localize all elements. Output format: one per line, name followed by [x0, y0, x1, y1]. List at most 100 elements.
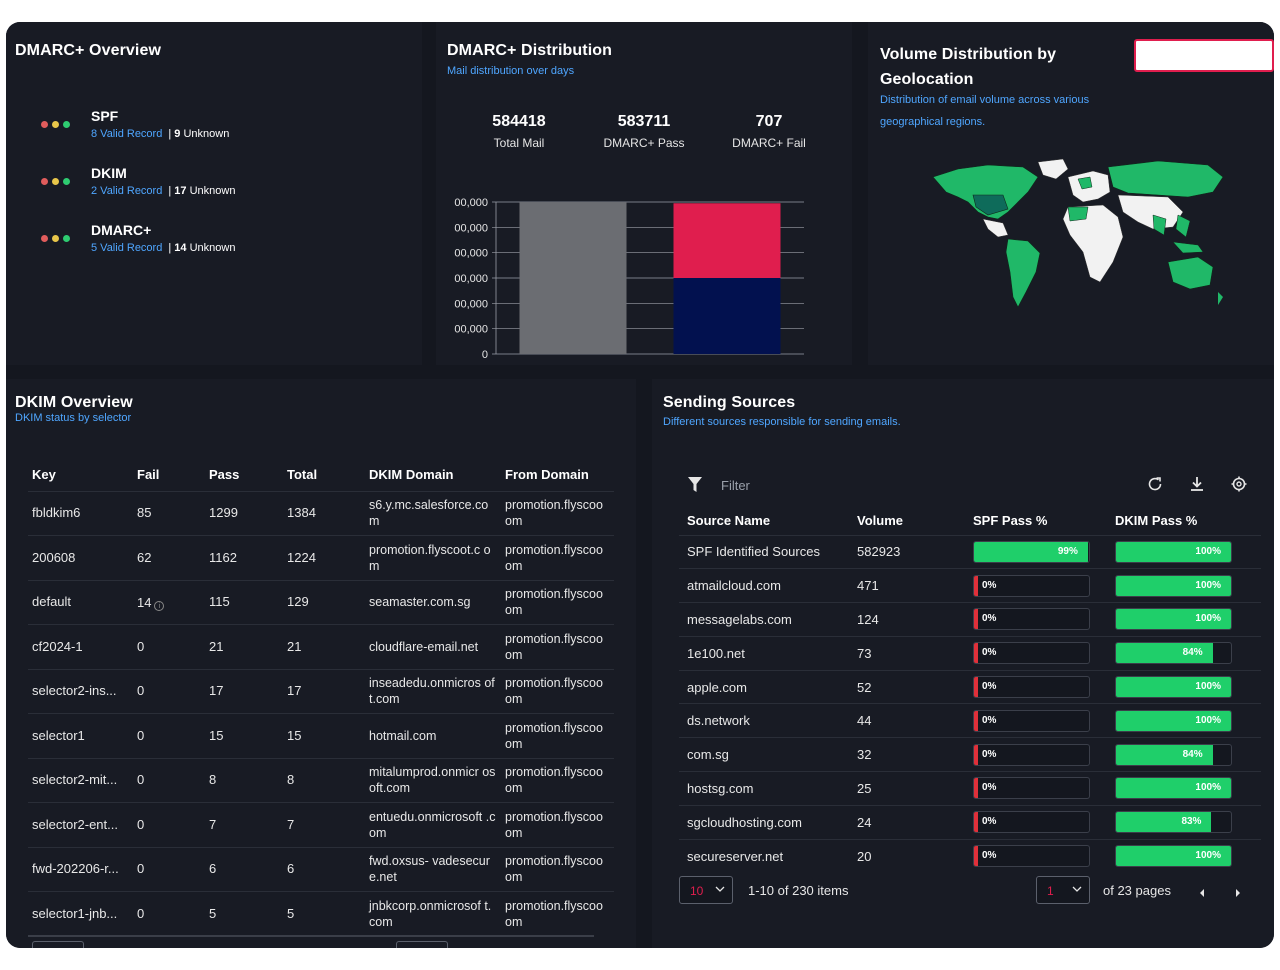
source-volume: 24 — [853, 804, 969, 840]
table-row[interactable]: selector2-ent... 0 7 7 entuedu.onmicrosoft .… — [28, 802, 614, 847]
download-icon[interactable] — [1188, 475, 1206, 498]
dkim-pass-bar-cell: 84% — [1111, 737, 1261, 772]
dkim-table-header: Key Fail Pass Total DKIM Domain From Dom… — [28, 459, 614, 491]
bar-segment[interactable] — [673, 203, 781, 278]
source-name: atmailcloud.com — [679, 568, 853, 603]
col-dkim-domain[interactable]: DKIM Domain — [369, 467, 454, 483]
col-source-name[interactable]: Source Name — [687, 513, 771, 529]
x-tick-label: 2025-05-05 — [545, 361, 601, 362]
dkim-key-text: cf2024-1 — [32, 638, 83, 654]
from-domain: promotion.flyscoo om — [501, 535, 614, 580]
dkim-pass: 21 — [205, 624, 283, 669]
dkim-pass-text: 1162 — [209, 549, 237, 565]
source-name: 1e100.net — [679, 635, 853, 671]
col-key[interactable]: Key — [32, 467, 56, 483]
spf-pass-bar-label: 0% — [982, 647, 997, 659]
col-total[interactable]: Total — [287, 467, 318, 483]
spf-pass-bar-fill — [974, 643, 978, 664]
table-row[interactable]: messagelabs.com 124 0% 100% — [679, 602, 1261, 637]
spf-pass-bar-cell: 0% — [969, 602, 1111, 637]
page-select[interactable]: 1 — [1036, 876, 1090, 904]
filter-icon[interactable] — [688, 477, 702, 498]
sources-title: Sending Sources — [663, 394, 796, 411]
col-spf-pass[interactable]: SPF Pass % — [973, 513, 1048, 529]
valid-record-link[interactable]: 2 Valid Record — [91, 185, 163, 197]
dkim-panel: DKIM Overview DKIM status by selector Ke… — [6, 379, 636, 948]
dkim-fail-text: 0 — [137, 906, 145, 921]
table-row[interactable]: cf2024-1 0 21 21 cloudflare-email.net promoti… — [28, 624, 614, 669]
table-row[interactable]: 1e100.net 73 0% 84% — [679, 635, 1261, 671]
table-row[interactable]: selector2-ins... 0 17 17 inseadedu.onmicros … — [28, 668, 614, 714]
col-fail[interactable]: Fail — [137, 467, 160, 483]
settings-icon[interactable] — [1230, 475, 1248, 498]
refresh-icon[interactable] — [1146, 475, 1164, 498]
dkim-fail: 0 — [133, 713, 205, 758]
table-row[interactable]: selector1 0 15 15 hotmail.com promotion.flysc… — [28, 713, 614, 758]
col-dkim-pass[interactable]: DKIM Pass % — [1115, 513, 1198, 529]
dkim-domain: s6.y.mc.salesforce.co m — [365, 490, 501, 536]
dkim-fail-text: 0 — [137, 772, 145, 788]
dkim-key-text: fbldkim6 — [32, 505, 81, 521]
table-row[interactable]: selector1-jnb... 0 5 5 jnbkcorp.onmicrosof t… — [28, 891, 614, 936]
status-dot — [52, 121, 59, 128]
stat-pass-label: DMARC+ Pass — [603, 136, 685, 150]
dkim-pager-size-box[interactable] — [32, 941, 84, 948]
geo-panel: Volume Distribution by Geolocation Distr… — [868, 22, 1274, 365]
dkim-fail: 14 i — [133, 579, 205, 625]
table-row[interactable]: ds.network 44 0% 100% — [679, 703, 1261, 738]
table-row[interactable]: sgcloudhosting.com 24 0% 83% — [679, 804, 1261, 840]
dkim-key-text: selector1 — [32, 727, 85, 743]
col-pass[interactable]: Pass — [209, 467, 240, 483]
dkim-total-text: 8 — [287, 772, 295, 788]
dkim-pass-text: 1299 — [209, 505, 238, 521]
dkim-pass-text: 17 — [209, 683, 224, 699]
dkim-scrollbar[interactable] — [28, 935, 594, 937]
from-domain: promotion.flyscoo om — [501, 713, 614, 758]
table-row[interactable]: default 14 i 115 129 seamaster.com.sg promotio… — [28, 579, 614, 625]
table-row[interactable]: SPF Identified Sources 582923 99% 100% — [679, 534, 1261, 569]
dkim-key: selector2-ins... — [28, 668, 133, 714]
dkim-pass-bar: 84% — [1115, 642, 1232, 665]
col-volume[interactable]: Volume — [857, 513, 903, 529]
filter-input[interactable]: Filter — [721, 478, 750, 493]
spf-pass-bar: 0% — [973, 845, 1090, 868]
from-domain: promotion.flyscoo om — [501, 490, 614, 536]
spf-pass-bar-cell: 0% — [969, 703, 1111, 738]
page-size-select[interactable]: 10 — [679, 876, 733, 904]
separator: | — [168, 128, 172, 140]
table-row[interactable]: 200608 62 1162 1224 promotion.flyscoot.c om p… — [28, 535, 614, 580]
dkim-pass-bar-label: 100% — [1195, 545, 1221, 557]
next-page-icon[interactable] — [1234, 885, 1242, 903]
bar-segment[interactable] — [519, 202, 627, 354]
distribution-bar-chart: 0 00,000 00,000 00,000 00,000 00,000 00,000 202… — [454, 197, 804, 362]
unknown-count: 9 — [174, 128, 181, 140]
dkim-pager-page-box[interactable] — [396, 941, 448, 948]
table-row[interactable]: apple.com 52 0% 100% — [679, 669, 1261, 704]
prev-page-icon[interactable] — [1198, 885, 1206, 903]
spf-pass-bar-label: 99% — [1057, 545, 1078, 557]
dkim-key-text: selector2-ent... — [32, 816, 118, 832]
table-row[interactable]: selector2-mit... 0 8 8 mitalumprod.onmicr os… — [28, 757, 614, 803]
table-row[interactable]: hostsg.com 25 0% 100% — [679, 771, 1261, 806]
dkim-pass-bar-fill — [1116, 710, 1231, 731]
status-dot — [63, 235, 70, 242]
info-icon[interactable]: i — [154, 600, 165, 611]
geo-filter-input[interactable] — [1134, 39, 1274, 72]
source-name: ds.network — [679, 703, 853, 738]
table-row[interactable]: fbldkim6 85 1299 1384 s6.y.mc.salesforce.co … — [28, 490, 614, 536]
status-dot — [41, 121, 48, 128]
table-row[interactable]: com.sg 32 0% 84% — [679, 737, 1261, 772]
table-row[interactable]: fwd-202206-r... 0 6 6 fwd.oxsus- vadesecure.… — [28, 846, 614, 892]
dkim-total: 1224 — [283, 535, 365, 580]
bar-segment[interactable] — [673, 278, 781, 354]
table-row[interactable]: atmailcloud.com 471 0% 100% — [679, 568, 1261, 603]
table-row[interactable]: secureserver.net 20 0% 100% — [679, 838, 1261, 873]
from-domain-text: promotion.flyscoo om — [505, 765, 603, 796]
dkim-key-text: fwd-202206-r... — [32, 861, 119, 877]
col-from-domain[interactable]: From Domain — [505, 467, 589, 483]
unknown-label: Unknown — [189, 242, 236, 254]
valid-record-link[interactable]: 8 Valid Record — [91, 128, 163, 140]
valid-record-link[interactable]: 5 Valid Record — [91, 242, 163, 254]
page-size-value: 10 — [690, 884, 704, 898]
dkim-pass-text: 8 — [209, 772, 217, 788]
